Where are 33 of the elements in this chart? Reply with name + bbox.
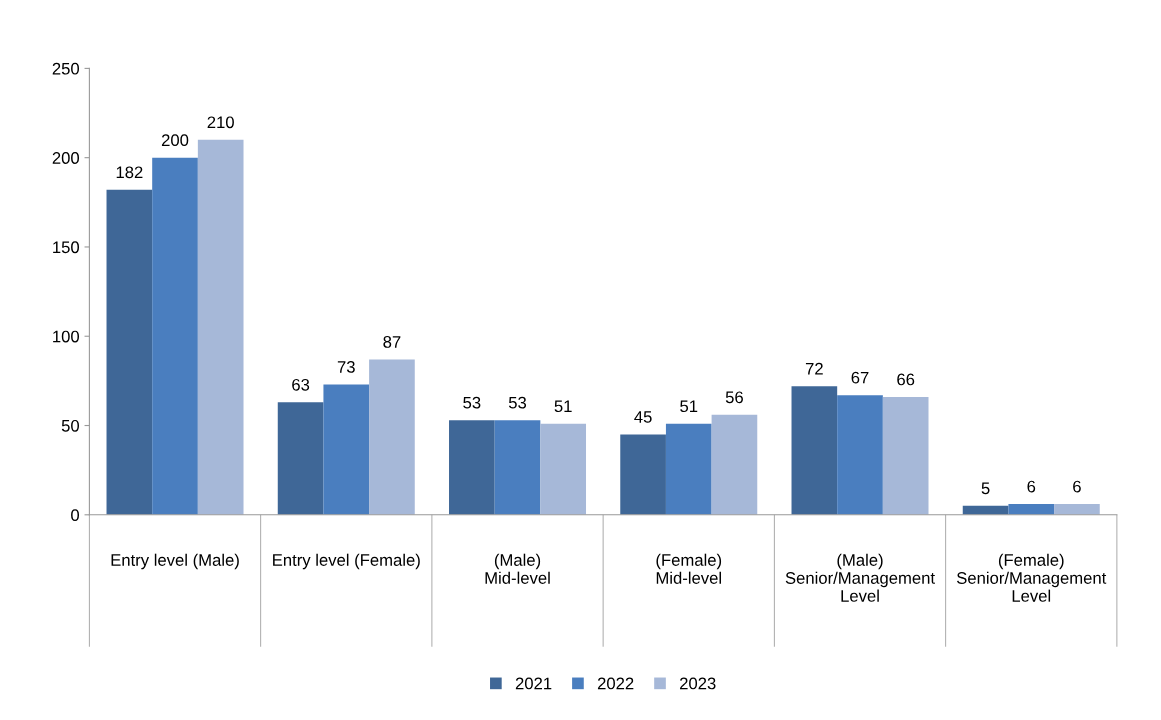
data-label: 200 xyxy=(161,134,189,147)
y-tick-label: 250 xyxy=(52,62,80,75)
data-label: 73 xyxy=(337,361,355,373)
y-tick-label: 150 xyxy=(53,241,80,254)
y-tick-label: 0 xyxy=(71,509,80,521)
data-label: 182 xyxy=(116,166,143,179)
y-tick-label: 100 xyxy=(53,330,80,343)
data-label: 45 xyxy=(634,411,652,423)
data-label: 210 xyxy=(207,116,234,129)
x-tick-label: (Female) Senior/Management Level xyxy=(956,553,1107,602)
data-label: 6 xyxy=(1027,480,1036,493)
data-label: 66 xyxy=(897,373,915,386)
y-tick-label: 200 xyxy=(52,152,80,164)
data-label: 67 xyxy=(851,371,869,384)
legend-label: 2022 xyxy=(597,677,634,690)
data-label: 5 xyxy=(981,482,990,495)
data-label: 53 xyxy=(463,396,481,409)
legend-label: 2023 xyxy=(680,677,716,690)
data-label: 53 xyxy=(508,396,527,409)
x-tick-label: (Male) Senior/Management Level xyxy=(785,553,935,602)
x-tick-label: (Female) Mid-level xyxy=(656,553,722,584)
legend-label: 2021 xyxy=(515,677,552,690)
data-label: 51 xyxy=(680,400,698,413)
data-label: 56 xyxy=(725,391,743,404)
x-tick-label: Entry level (Male) xyxy=(111,553,239,570)
x-tick-label: Entry level (Female) xyxy=(273,553,420,570)
x-tick-label: (Male) Mid-level xyxy=(485,553,550,584)
data-label: 6 xyxy=(1073,480,1081,493)
data-label: 72 xyxy=(805,362,823,375)
data-label: 87 xyxy=(383,336,401,348)
y-tick-label: 50 xyxy=(61,419,80,432)
data-label: 51 xyxy=(554,400,572,413)
data-label: 63 xyxy=(292,378,310,391)
